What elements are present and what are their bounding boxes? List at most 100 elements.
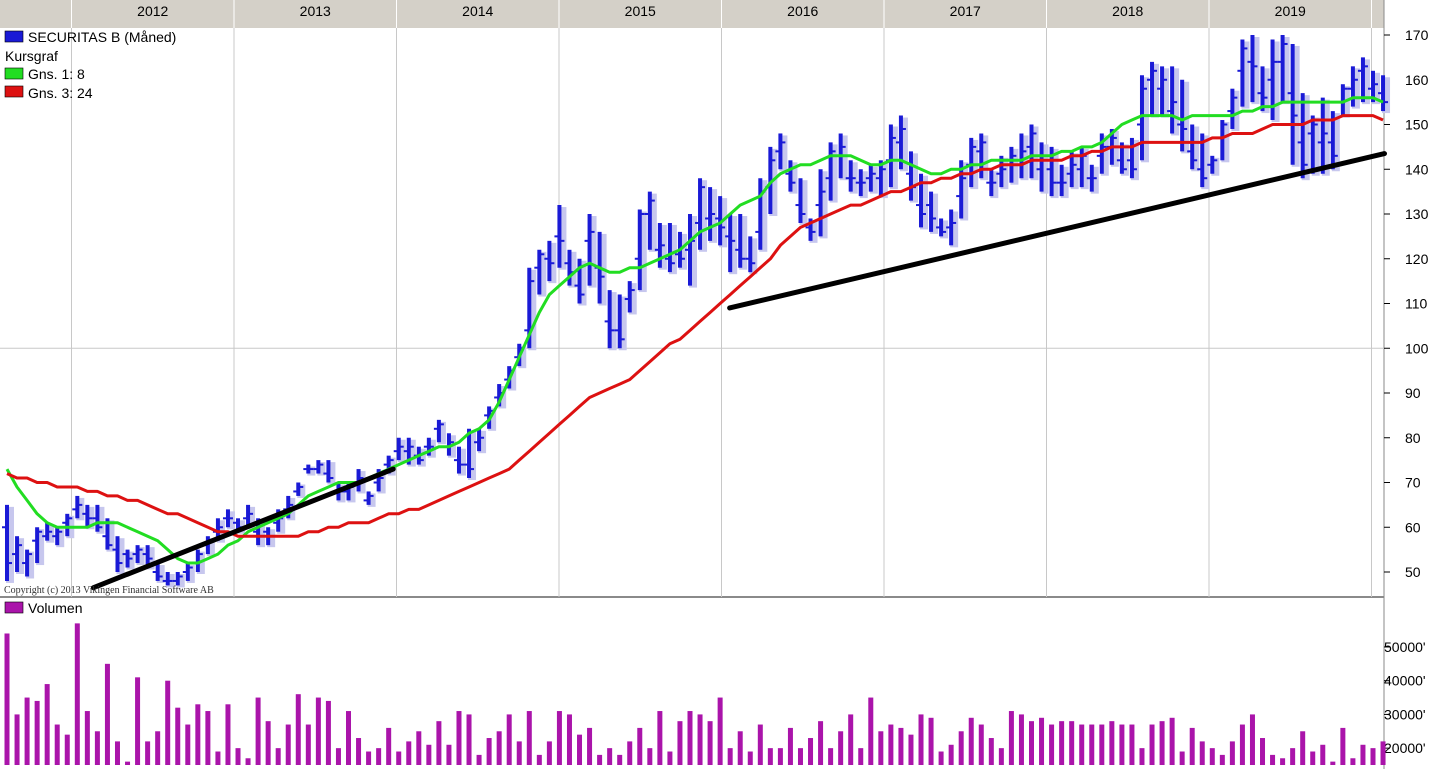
- legend-volume: Volumen: [28, 600, 82, 616]
- volume-bar: [697, 714, 703, 765]
- bar-shadow: [297, 484, 306, 498]
- bar-shadow: [1231, 90, 1240, 131]
- volume-bar: [275, 748, 281, 765]
- volume-bar: [958, 731, 964, 765]
- volume-bar: [175, 707, 181, 765]
- volume-bar: [998, 748, 1004, 765]
- bar-shadow: [1140, 77, 1149, 163]
- volume-bar: [195, 704, 201, 765]
- volume-bar: [938, 751, 944, 765]
- volume-bar: [406, 741, 412, 765]
- bar-shadow: [869, 166, 878, 194]
- volume-tick-label: 20000': [1384, 740, 1426, 756]
- volume-bar: [1119, 724, 1125, 765]
- volume-bar: [968, 717, 974, 765]
- bar-shadow: [1311, 117, 1320, 176]
- volume-bar: [1039, 717, 1045, 765]
- volume-bar: [657, 711, 663, 765]
- volume-bar: [345, 711, 351, 765]
- bar-shadow: [578, 260, 587, 306]
- bar-shadow: [46, 524, 55, 543]
- bar-shadow: [1241, 41, 1250, 109]
- volume-tick-label: 30000': [1384, 706, 1426, 722]
- bar-shadow: [1371, 72, 1380, 105]
- volume-bar: [1139, 748, 1145, 765]
- bar-shadow: [377, 471, 386, 494]
- year-label: 2019: [1275, 3, 1306, 19]
- moving-average-line: [5, 96, 1384, 565]
- volume-bar: [1159, 721, 1165, 765]
- volume-bar: [1330, 761, 1336, 765]
- volume-bar: [737, 731, 743, 765]
- volume-bar: [637, 727, 643, 765]
- year-label: 2015: [625, 3, 656, 19]
- volume-bar: [215, 751, 221, 765]
- bar-shadow: [1251, 37, 1260, 105]
- bar-shadow: [658, 224, 667, 270]
- volume-bar: [1370, 748, 1376, 765]
- bar-shadow: [588, 216, 597, 288]
- volume-bar: [1149, 724, 1155, 765]
- volume-bar: [285, 724, 291, 765]
- price-axis-ticks: 50 60 70 80 90 100 110 120 130 140 150 160 170: [1384, 27, 1429, 580]
- bar-shadow: [508, 368, 517, 391]
- volume-bar: [1270, 754, 1276, 765]
- volume-bar: [506, 714, 512, 765]
- year-label: 2012: [137, 3, 168, 19]
- bar-shadow: [668, 224, 677, 275]
- year-header-bar: [0, 0, 1384, 28]
- volume-bar: [918, 714, 924, 765]
- bar-shadow: [468, 430, 477, 481]
- bar-shadow: [267, 529, 276, 548]
- bar-shadow: [277, 511, 286, 534]
- volume-bar: [556, 711, 562, 765]
- price-tick-label: 80: [1405, 430, 1421, 446]
- year-label: 2013: [300, 3, 331, 19]
- bar-shadow: [347, 484, 356, 503]
- volume-bar: [808, 738, 814, 765]
- volume-bar: [667, 751, 673, 765]
- legend-swatch-ma24: [4, 85, 24, 98]
- trendlines: [90, 151, 1387, 591]
- volume-bar: [1199, 741, 1205, 765]
- volume-bar: [536, 754, 542, 765]
- bar-shadow: [678, 233, 687, 270]
- price-tick-label: 60: [1405, 519, 1421, 535]
- bar-shadow: [608, 292, 617, 351]
- bar-shadow: [829, 144, 838, 203]
- price-tick-label: 150: [1405, 117, 1429, 133]
- volume-bar: [466, 714, 472, 765]
- bar-shadow: [337, 484, 346, 503]
- year-labels: 2012 2013 2014 2015 2016 2017 2018 2019: [71, 0, 1372, 28]
- year-label: 2016: [787, 3, 818, 19]
- bar-shadow: [6, 506, 14, 583]
- price-tick-label: 90: [1405, 385, 1421, 401]
- volume-bar: [747, 751, 753, 765]
- bar-shadow: [1271, 41, 1280, 123]
- bar-shadow: [1130, 139, 1139, 181]
- bar-shadow: [56, 529, 65, 548]
- volume-bar: [1008, 711, 1014, 765]
- legend-ma8: Gns. 1: 8: [28, 66, 85, 82]
- volume-bar: [486, 738, 492, 765]
- volume-bar: [928, 717, 934, 765]
- grid-lines: [0, 28, 1384, 597]
- bar-shadow: [317, 462, 326, 476]
- volume-bar: [456, 711, 462, 765]
- copyright-text: Copyright (c) 2013 Vikingen Financial So…: [4, 585, 214, 596]
- volume-bar: [1169, 717, 1175, 765]
- volume-bar: [125, 761, 131, 765]
- volume-bar: [838, 731, 844, 765]
- bar-shadow: [457, 448, 466, 476]
- bar-shadow: [1100, 135, 1109, 176]
- bar-shadow: [528, 269, 537, 351]
- volume-bar: [235, 748, 241, 765]
- trendline: [90, 466, 396, 591]
- volume-bar: [265, 721, 271, 765]
- bar-shadow: [618, 296, 627, 351]
- volume-bar: [627, 741, 633, 765]
- bar-shadow: [799, 180, 808, 225]
- volume-bar: [155, 731, 161, 765]
- volume-bar: [426, 744, 432, 765]
- bar-shadow: [729, 216, 738, 275]
